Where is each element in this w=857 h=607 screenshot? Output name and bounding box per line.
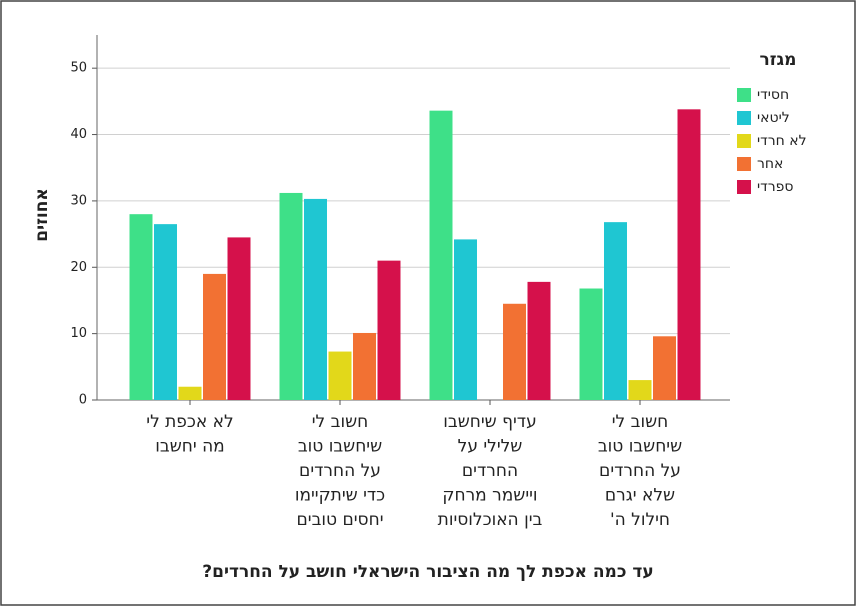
x-tick-label: לא אכפת לי (146, 412, 233, 432)
legend-label: ספרדי (757, 179, 794, 195)
bar (454, 239, 477, 400)
x-tick-label: שיחשבו טוב (298, 437, 382, 457)
legend-label: לא חרדי (757, 133, 807, 149)
x-tick-label: החרדים (462, 461, 518, 481)
x-tick-label: על החרדים (599, 461, 681, 481)
bar (154, 224, 177, 400)
bar (377, 260, 401, 400)
y-tick-label: 50 (70, 61, 87, 76)
legend-label: חסידי (757, 87, 789, 103)
y-tick-label: 10 (70, 326, 87, 341)
bar (203, 273, 226, 400)
bar (304, 198, 327, 400)
x-tick-label: שיחשבו טוב (598, 437, 682, 457)
x-tick-label: בין האוכלוסיות (438, 510, 543, 530)
x-tick-label: חשוב לי (612, 412, 668, 432)
x-tick-label: שלילי על (458, 437, 523, 457)
bar (653, 336, 676, 400)
bar (429, 110, 453, 401)
y-axis-label: אחוזים (32, 188, 52, 242)
legend-label: ליטאי (757, 110, 790, 126)
x-tick-label: יחסים טובים (297, 510, 384, 530)
x-tick-label: חילול ה' (610, 510, 670, 530)
bar (579, 288, 603, 400)
bar (503, 303, 526, 400)
x-tick-label: כדי שיתקיימו (295, 486, 385, 506)
x-tick-label: חשוב לי (312, 412, 368, 432)
legend-label: אחר (757, 156, 783, 172)
x-tick-label: מה יחשבו (155, 437, 224, 457)
y-tick-label: 30 (70, 193, 87, 208)
legend-swatch (737, 111, 751, 125)
legend-swatch (737, 88, 751, 102)
bar (279, 192, 303, 400)
x-axis-title: עד כמה אכפת לך מה הציבור הישראלי חושב על… (202, 562, 653, 582)
legend-swatch (737, 134, 751, 148)
x-tick-label: עדיף שיחשבו (443, 412, 536, 432)
bar (227, 237, 251, 400)
bar (677, 109, 701, 400)
bar (628, 380, 652, 400)
bar (604, 222, 627, 400)
x-tick-label: על החרדים (299, 461, 381, 481)
bar (328, 351, 352, 400)
legend-title: מגזר (760, 50, 797, 70)
y-tick-label: 40 (70, 127, 87, 142)
y-tick-label: 0 (79, 393, 87, 408)
x-tick-label: ויישמר מרחק (442, 486, 537, 506)
y-tick-label: 20 (70, 260, 87, 275)
legend-swatch (737, 180, 751, 194)
bar (527, 281, 551, 400)
bar (129, 214, 153, 400)
bar (178, 386, 202, 400)
legend-swatch (737, 157, 751, 171)
bar (353, 332, 376, 400)
x-tick-label: שלא יגרם (605, 486, 675, 506)
